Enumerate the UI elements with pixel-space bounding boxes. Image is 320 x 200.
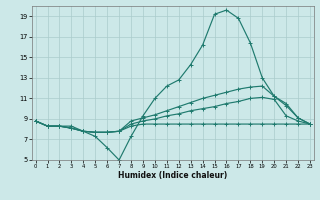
X-axis label: Humidex (Indice chaleur): Humidex (Indice chaleur) [118, 171, 228, 180]
